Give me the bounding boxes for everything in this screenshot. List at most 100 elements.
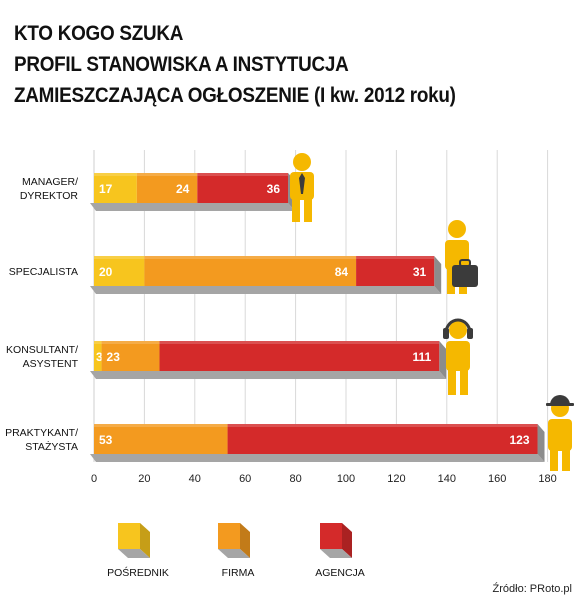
bar-segment: [159, 341, 440, 371]
bar-highlight: [94, 173, 137, 176]
figure-head: [449, 321, 467, 339]
bar-highlight: [94, 341, 102, 344]
figure-head: [448, 220, 466, 238]
category-label: DYREKTOR: [20, 190, 79, 202]
figure-leg: [447, 268, 455, 294]
legend-swatch: [320, 523, 342, 549]
x-tick-label: 80: [289, 473, 301, 485]
bar-shadow: [90, 286, 442, 294]
figure-leg: [292, 198, 300, 222]
bar-group: 3 23 111: [90, 341, 447, 379]
category-label: SPECJALISTA: [9, 266, 78, 278]
bar-segment: [94, 173, 137, 203]
legend-swatch-side: [240, 523, 250, 558]
bar-shadow: [90, 454, 545, 462]
briefcase: [452, 265, 478, 287]
figure-leg: [550, 449, 558, 471]
figure-body: [548, 419, 572, 451]
headset-ear: [443, 328, 449, 339]
legend-swatch-side: [140, 523, 150, 558]
legend-swatch-side: [342, 523, 352, 558]
data-label: 36: [267, 182, 281, 196]
legend-swatch-shadow: [118, 549, 150, 558]
tie: [299, 173, 305, 194]
data-label: 20: [99, 265, 113, 279]
bar-highlight: [356, 256, 435, 259]
headset-ear: [467, 328, 473, 339]
figure-head: [293, 153, 311, 171]
bar-segment: [144, 256, 357, 286]
bar-highlight: [101, 341, 160, 344]
category-label: STAŻYSTA: [25, 440, 78, 453]
bar-segment: [136, 173, 198, 203]
cap-figure-icon: [546, 395, 574, 471]
legend: POŚREDNIK FIRMA AGENCJA: [107, 523, 365, 579]
category-label: MANAGER/: [22, 176, 78, 188]
data-label: 53: [99, 433, 113, 447]
bar-segment: [101, 341, 160, 371]
category-label: KONSULTANT/: [6, 344, 78, 356]
x-tick-label: 40: [189, 473, 201, 485]
data-label: 24: [176, 182, 190, 196]
x-tick-label: 100: [337, 473, 355, 485]
bar-group: 17 24 36: [90, 173, 296, 211]
source-note: Źródło: PRoto.pl: [492, 583, 572, 595]
bar-segment: [227, 424, 538, 454]
legend-swatch: [118, 523, 140, 549]
chart-title: KTO KOGO SZUKA PROFIL STANOWISKA A INSTY…: [14, 18, 572, 111]
bar-highlight: [94, 424, 228, 427]
data-label: 3: [96, 350, 103, 364]
bar-highlight: [227, 424, 538, 427]
headset-figure-icon: [443, 318, 473, 395]
x-tick-label: 140: [438, 473, 456, 485]
manager-figure-icon: [290, 153, 314, 222]
figure-body: [445, 240, 469, 270]
legend-swatch-shadow: [320, 549, 352, 558]
category-label: PRAKTYKANT/: [5, 427, 78, 439]
bar-shadow-side: [537, 424, 545, 462]
x-tick-label: 160: [488, 473, 506, 485]
bar-segment: [94, 424, 228, 454]
x-tick-label: 120: [387, 473, 405, 485]
cap: [550, 395, 570, 405]
figure-leg: [562, 449, 570, 471]
bar-group: 53 123: [90, 424, 545, 462]
legend-item: FIRMA: [218, 523, 254, 579]
figure-leg: [460, 369, 468, 395]
data-label: 31: [413, 265, 427, 279]
bar-segment: [94, 256, 145, 286]
legend-swatch: [218, 523, 240, 549]
bar-shadow: [90, 203, 296, 211]
data-label: 17: [99, 182, 113, 196]
title-line-3: ZAMIESZCZAJĄCA OGŁOSZENIE (I kw. 2012 ro…: [14, 84, 456, 107]
bar-highlight: [136, 173, 198, 176]
briefcase-figure-icon: [445, 220, 478, 294]
title-line-2: PROFIL STANOWISKA A INSTYTUCJA: [14, 53, 349, 76]
legend-item: AGENCJA: [315, 523, 365, 579]
bar-segment: [356, 256, 435, 286]
bar-segment: [197, 173, 289, 203]
legend-label: POŚREDNIK: [107, 566, 169, 579]
briefcase-handle: [459, 259, 471, 267]
figures: [290, 153, 574, 471]
data-label: 123: [509, 433, 529, 447]
bars: 17 24 36 20 84 31 3 23 111 53 123: [90, 173, 545, 462]
data-label: 84: [335, 265, 349, 279]
bar-highlight: [94, 256, 145, 259]
legend-item: POŚREDNIK: [107, 523, 169, 579]
figure-leg: [304, 198, 312, 222]
bar-shadow-side: [439, 341, 447, 379]
cap-brim: [546, 403, 574, 406]
data-label: 23: [107, 350, 121, 364]
data-label: 111: [413, 350, 432, 364]
x-tick-label: 0: [91, 473, 97, 485]
category-label: ASYSTENT: [23, 358, 79, 370]
figure-leg: [448, 369, 456, 395]
figure-body: [446, 341, 470, 371]
category-labels: MANAGER/DYREKTOR SPECJALISTA KONSULTANT/AS…: [5, 176, 79, 453]
bar-group: 20 84 31: [90, 256, 442, 294]
bar-highlight: [144, 256, 357, 259]
x-tick-label: 60: [239, 473, 251, 485]
bar-shadow-side: [434, 256, 442, 294]
